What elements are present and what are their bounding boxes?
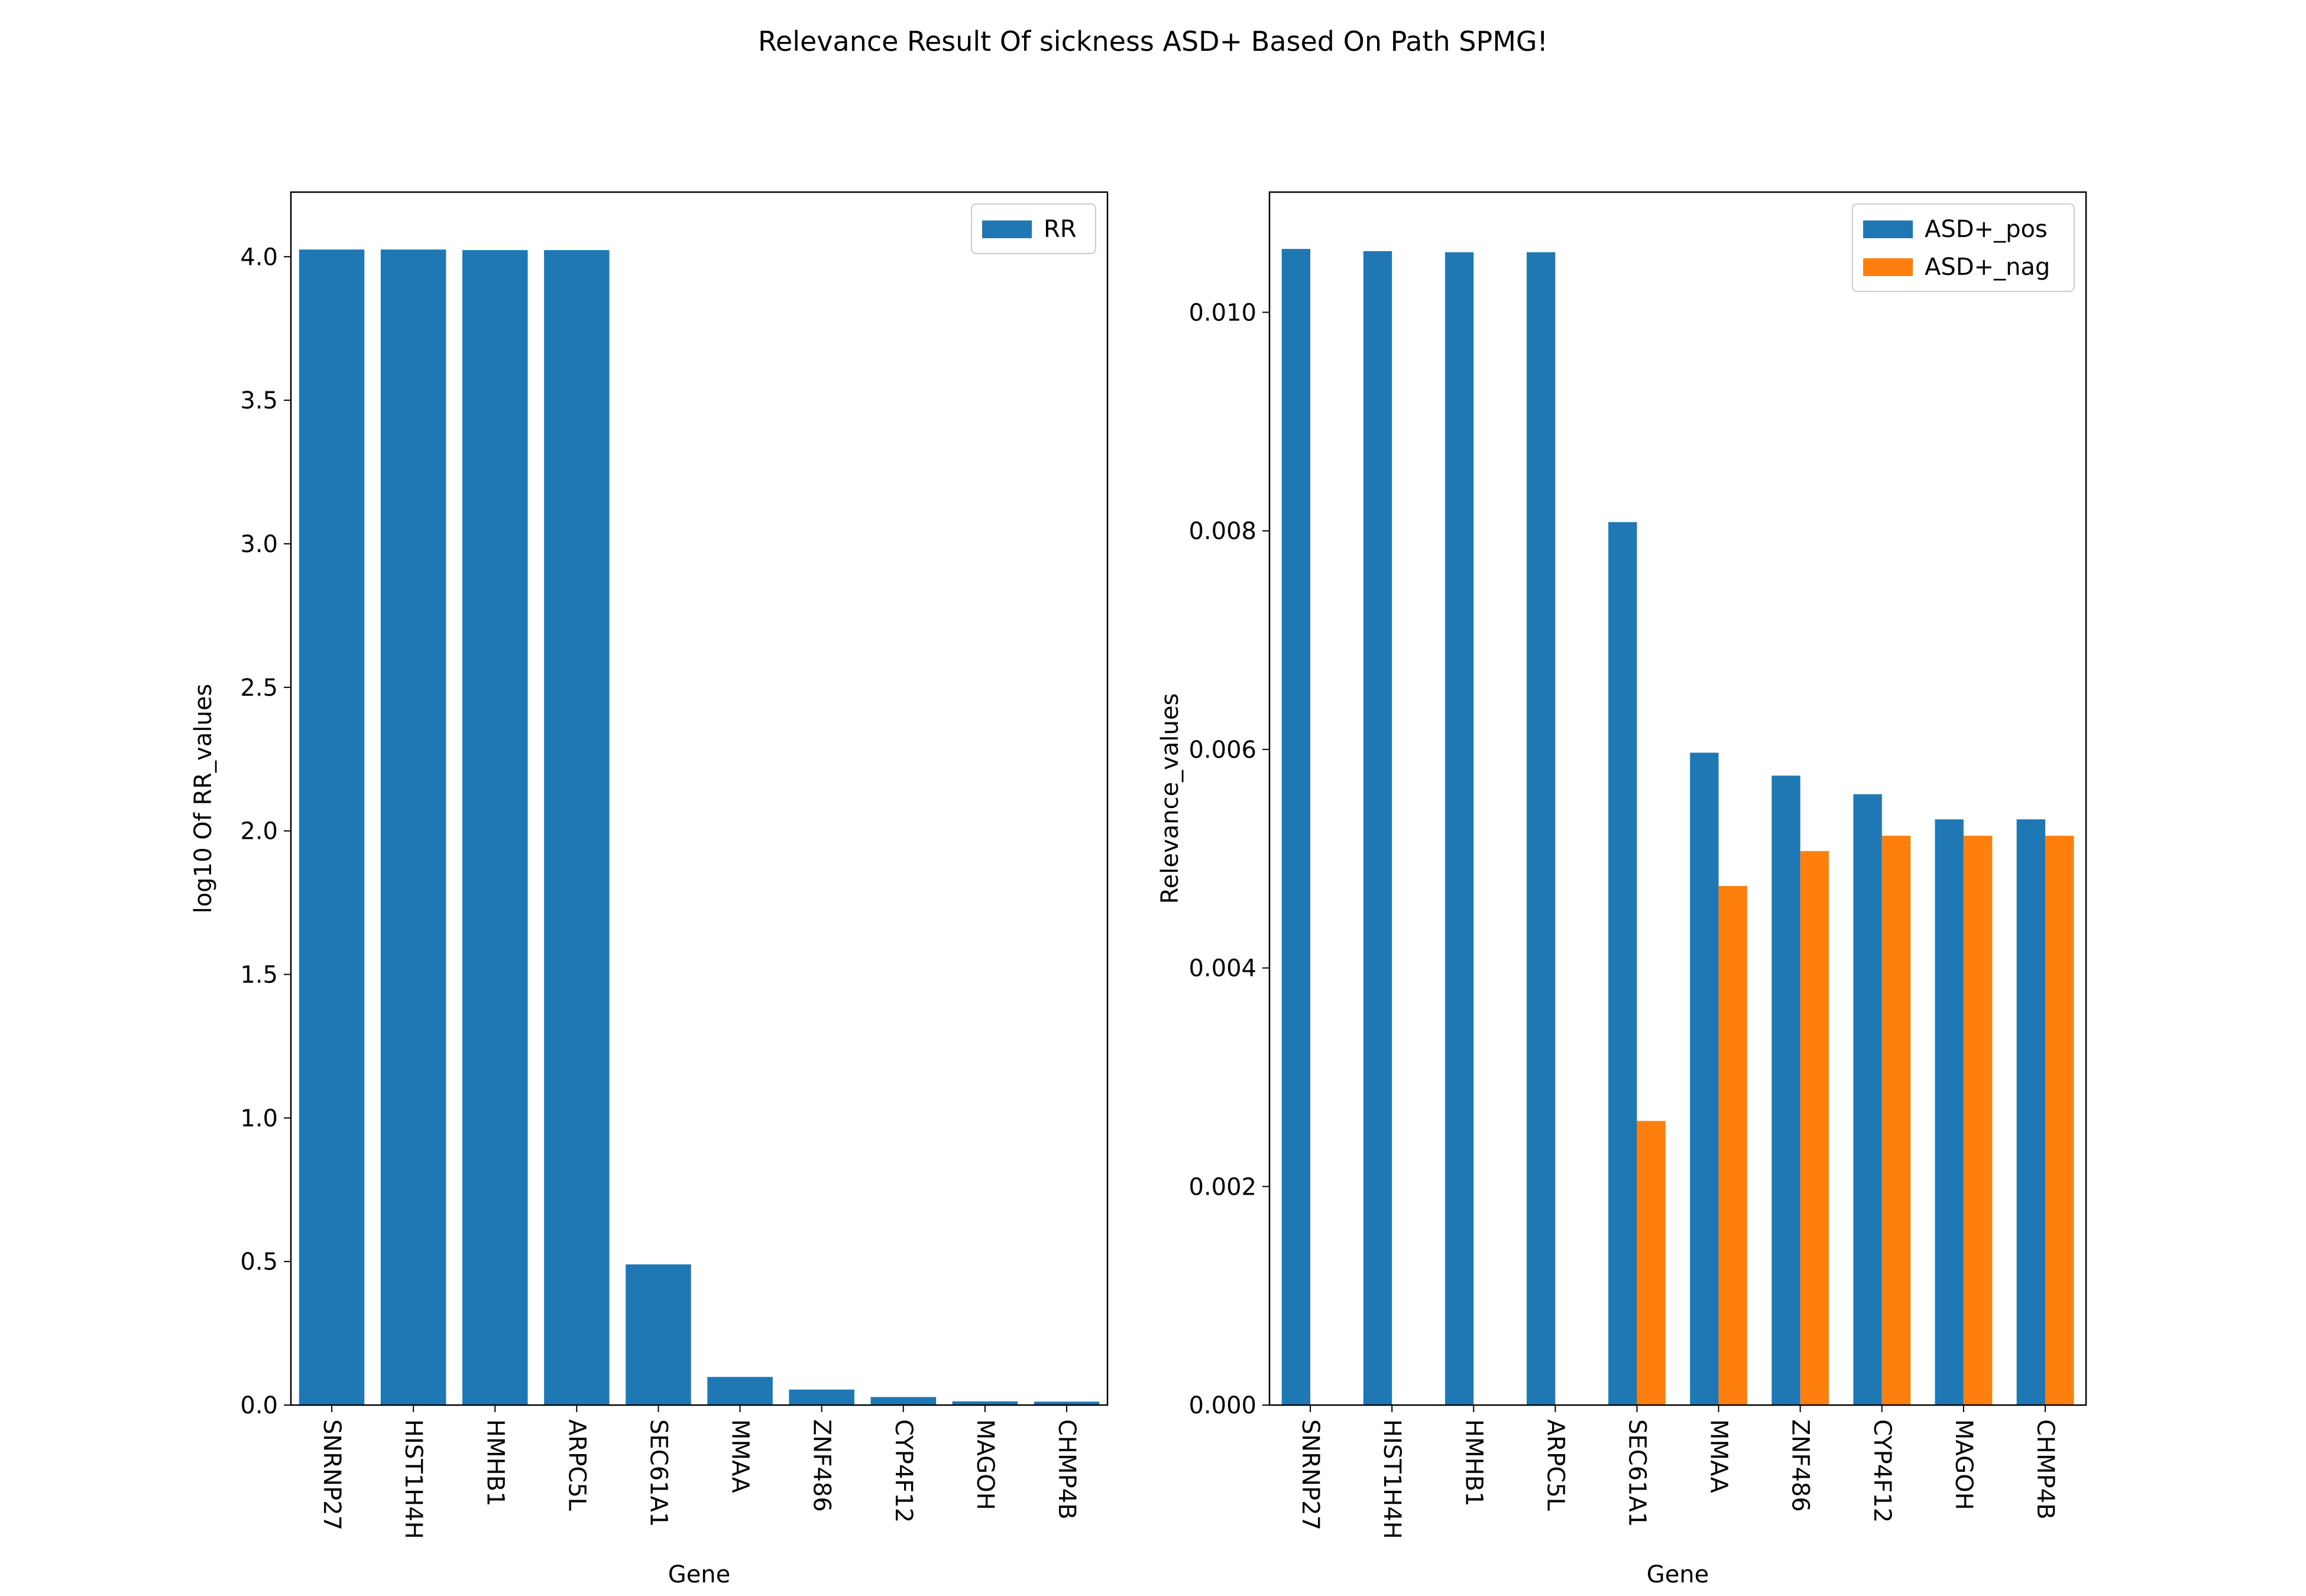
bar-asd-pos-magoh	[1935, 819, 1964, 1405]
x-tick-label-magoh: MAGOH	[1950, 1419, 1977, 1510]
y-tick-label: 0.006	[1188, 737, 1256, 764]
x-axis-label: Gene	[1647, 1561, 1709, 1588]
legend-swatch-asd-pos	[1863, 220, 1913, 238]
x-tick-label-chmp4b: CHMP4B	[1053, 1419, 1080, 1520]
series-rr	[299, 249, 1100, 1406]
x-tick-label-snrnp27: SNRNP27	[1297, 1419, 1324, 1530]
y-tick-label: 1.5	[240, 961, 278, 988]
bar-asd-pos-hist1h4h	[1363, 251, 1392, 1405]
bar-rr-magoh	[952, 1401, 1018, 1405]
bar-asd-nag-chmp4b	[2045, 835, 2074, 1405]
legend-box	[971, 203, 1096, 254]
y-tick-label: 1.0	[240, 1105, 278, 1132]
legend-label-asd-nag: ASD+_nag	[1925, 254, 2050, 281]
bar-asd-pos-chmp4b	[2016, 819, 2045, 1405]
bar-asd-nag-magoh	[1963, 835, 1993, 1405]
y-tick-label: 4.0	[240, 244, 278, 271]
bar-rr-sec61a1	[626, 1264, 691, 1405]
y-axis-label: log10 Of RR_values	[190, 684, 217, 914]
x-tick-label-snrnp27: SNRNP27	[318, 1419, 345, 1530]
y-tick-label: 3.5	[240, 387, 278, 414]
y-tick-label: 0.5	[240, 1248, 278, 1276]
bar-rr-mmaa	[707, 1377, 773, 1405]
bar-asd-pos-mmaa	[1690, 752, 1719, 1405]
series-asd-pos	[1281, 249, 2045, 1406]
axes-frame	[1268, 191, 2087, 1406]
y-tick-label: 0.010	[1188, 299, 1256, 326]
y-tick-label: 0.0	[240, 1392, 278, 1419]
legend-label-rr: RR	[1044, 216, 1077, 243]
y-tick-label: 0.000	[1188, 1392, 1256, 1419]
x-tick-label-magoh: MAGOH	[971, 1419, 999, 1510]
x-axis-ticks: SNRNP27 HIST1H4H HMHB1 ARPC5L SEC61A1 MMAA ZNF…	[1297, 1405, 2059, 1539]
x-tick-label-arpc5l: ARPC5L	[1541, 1419, 1569, 1511]
y-axis-ticks: 0.0 0.5 1.0 1.5 2.0 2.5 3.0 3.5 4.0	[240, 244, 291, 1419]
bar-asd-pos-hmhb1	[1445, 252, 1474, 1406]
bar-rr-snrnp27	[299, 249, 365, 1405]
x-tick-label-hist1h4h: HIST1H4H	[1378, 1419, 1405, 1539]
bar-rr-hist1h4h	[380, 249, 446, 1405]
x-tick-label-cyp4f12: CYP4F12	[1868, 1419, 1896, 1523]
x-tick-label-arpc5l: ARPC5L	[563, 1419, 590, 1511]
legend: RR	[971, 203, 1096, 254]
bar-asd-nag-cyp4f12	[1881, 835, 1911, 1405]
legend-swatch-rr	[982, 220, 1032, 238]
x-tick-label-hmhb1: HMHB1	[481, 1419, 509, 1507]
bar-asd-nag-sec61a1	[1637, 1121, 1666, 1405]
x-tick-label-mmaa: MMAA	[1705, 1419, 1732, 1494]
x-tick-label-hmhb1: HMHB1	[1460, 1419, 1487, 1507]
bar-asd-nag-mmaa	[1718, 885, 1747, 1405]
legend-swatch-asd-nag	[1863, 258, 1913, 276]
x-tick-label-znf486: ZNF486	[808, 1419, 835, 1512]
legend-label-asd-pos: ASD+_pos	[1925, 216, 2048, 243]
x-tick-label-znf486: ZNF486	[1787, 1419, 1814, 1512]
bar-asd-nag-znf486	[1800, 851, 1829, 1405]
y-tick-label: 2.5	[240, 674, 278, 702]
y-tick-label: 3.0	[240, 531, 278, 558]
bar-rr-chmp4b	[1034, 1402, 1100, 1405]
x-axis-ticks: SNRNP27 HIST1H4H HMHB1 ARPC5L SEC61A1 MMAA ZNF…	[318, 1405, 1080, 1539]
y-tick-label: 0.004	[1188, 955, 1256, 982]
bar-asd-pos-znf486	[1771, 776, 1800, 1405]
x-tick-label-cyp4f12: CYP4F12	[890, 1419, 917, 1523]
axes-frame	[290, 191, 1109, 1406]
y-axis-ticks: 0.000 0.002 0.004 0.006 0.008 0.010	[1188, 299, 1269, 1419]
y-tick-label: 0.002	[1188, 1173, 1256, 1201]
bar-rr-hmhb1	[462, 250, 528, 1406]
left-chart-rr: 0.0 0.5 1.0 1.5 2.0 2.5 3.0 3.5 4.0 SNRNP27 HIST1H…	[190, 191, 1109, 1588]
bar-rr-arpc5l	[544, 250, 610, 1406]
y-axis-label: Relevance_values	[1157, 693, 1184, 904]
y-tick-label: 2.0	[240, 818, 278, 845]
x-axis-label: Gene	[668, 1561, 731, 1588]
bar-rr-cyp4f12	[870, 1397, 936, 1405]
x-tick-label-mmaa: MMAA	[727, 1419, 754, 1494]
bar-rr-znf486	[789, 1389, 854, 1405]
bar-asd-pos-sec61a1	[1608, 522, 1637, 1405]
x-tick-label-chmp4b: CHMP4B	[2032, 1419, 2059, 1520]
figure-title: Relevance Result Of sickness ASD+ Based …	[758, 25, 1548, 57]
bar-asd-pos-cyp4f12	[1853, 794, 1882, 1405]
legend: ASD+_pos ASD+_nag	[1852, 203, 2075, 292]
x-tick-label-sec61a1: SEC61A1	[1623, 1419, 1650, 1527]
bar-asd-pos-snrnp27	[1281, 249, 1311, 1405]
series-asd-nag	[1637, 835, 2074, 1405]
right-chart-relevance: 0.000 0.002 0.004 0.006 0.008 0.010 SNRNP27 HIS…	[1157, 191, 2087, 1588]
x-tick-label-sec61a1: SEC61A1	[644, 1419, 672, 1527]
y-tick-label: 0.008	[1188, 518, 1256, 545]
x-tick-label-hist1h4h: HIST1H4H	[400, 1419, 427, 1539]
bar-asd-pos-arpc5l	[1527, 252, 1556, 1406]
